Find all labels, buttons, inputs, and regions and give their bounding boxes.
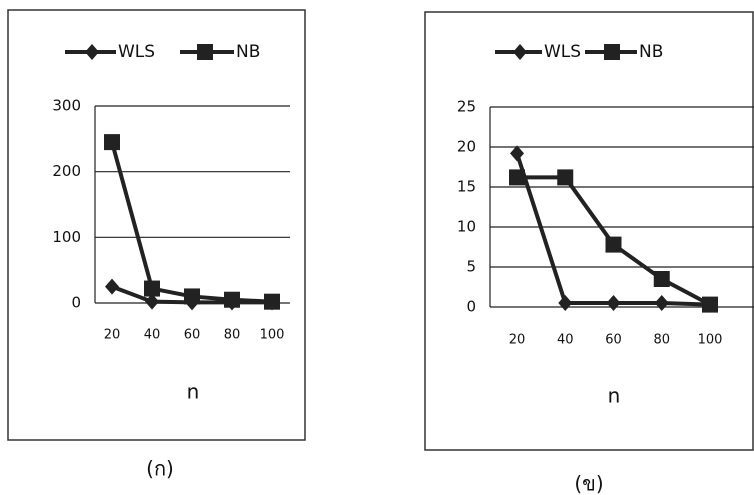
y-tick-label: 20 <box>457 138 476 156</box>
data-point <box>509 169 525 185</box>
y-tick-label: 10 <box>457 218 476 236</box>
data-point <box>224 292 240 308</box>
data-point <box>104 134 120 150</box>
x-tick-label: 100 <box>260 328 285 343</box>
data-point <box>557 169 573 185</box>
y-tick-label: 300 <box>52 97 81 115</box>
data-point <box>510 145 524 161</box>
y-tick-label: 25 <box>457 98 476 116</box>
y-tick-label: 0 <box>71 294 81 312</box>
x-tick-label: 20 <box>509 333 526 348</box>
data-point <box>558 295 572 311</box>
x-tick-label: 80 <box>224 328 241 343</box>
y-tick-label: 5 <box>466 258 476 276</box>
data-point <box>184 288 200 304</box>
chart-frame <box>8 10 305 440</box>
x-tick-label: 80 <box>653 333 670 348</box>
caption: (ข) <box>574 472 603 495</box>
y-tick-label: 200 <box>52 162 81 180</box>
x-tick-label: 60 <box>605 333 622 348</box>
data-point <box>85 44 99 60</box>
legend-label: NB <box>236 42 260 62</box>
x-tick-label: 20 <box>104 328 121 343</box>
data-point <box>702 297 718 313</box>
x-axis-label: n <box>187 380 200 404</box>
y-tick-label: 100 <box>52 228 81 246</box>
x-tick-label: 100 <box>698 333 723 348</box>
data-point <box>144 281 160 297</box>
data-point <box>197 44 213 60</box>
x-tick-label: 60 <box>184 328 201 343</box>
data-point <box>604 44 620 60</box>
data-point <box>607 295 621 311</box>
figure: 0 100 200 300 20 40 60 80 100 n (ก) WLS NB 0 5 10 15 20 25… <box>0 0 754 495</box>
x-tick-label: 40 <box>557 333 574 348</box>
y-tick-label: 0 <box>466 298 476 316</box>
y-tick-label: 15 <box>457 178 476 196</box>
x-axis-label: n <box>608 384 621 408</box>
data-point <box>513 44 527 60</box>
caption: (ก) <box>146 457 174 481</box>
data-point <box>105 279 119 295</box>
data-point <box>264 294 280 310</box>
legend-label: NB <box>639 42 663 62</box>
x-tick-label: 40 <box>144 328 161 343</box>
data-point <box>654 271 670 287</box>
legend-label: WLS <box>118 42 155 62</box>
data-point <box>655 295 669 311</box>
legend-label: WLS <box>544 42 581 62</box>
series-line <box>112 142 272 302</box>
data-point <box>606 237 622 253</box>
